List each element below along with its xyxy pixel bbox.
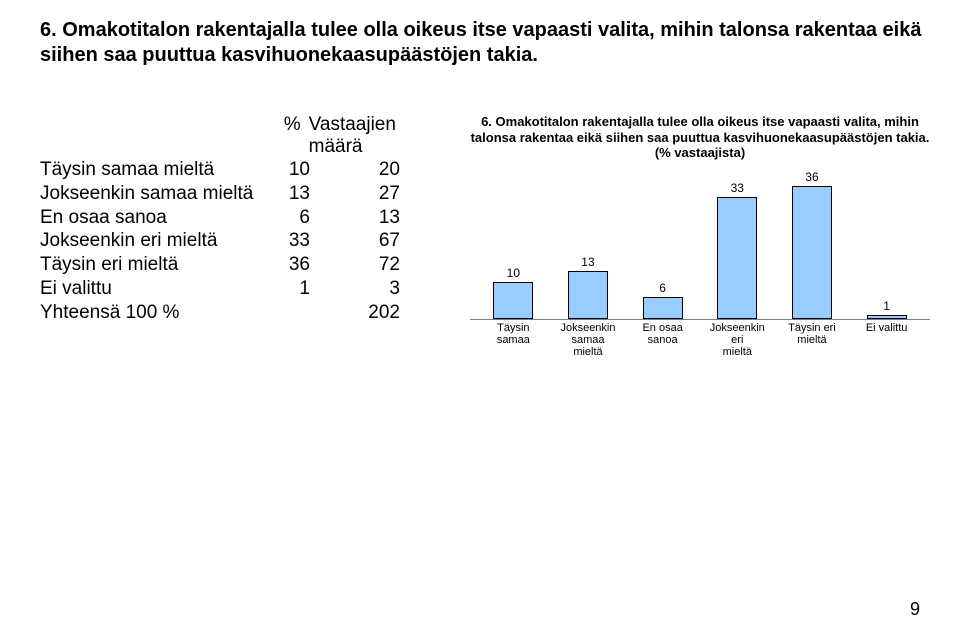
xlabel-4: Täysin eri mieltä (779, 322, 844, 358)
xlabel-4-line1: Täysin eri (788, 322, 836, 334)
xlabel-2: En osaa sanoa (630, 322, 695, 358)
row-percent: 1 (260, 277, 310, 301)
bar-4-rect (792, 186, 832, 319)
bar-0-rect (493, 282, 533, 319)
bar-5: 1 (854, 299, 919, 319)
bar-2: 6 (630, 281, 695, 319)
row-percent (260, 301, 310, 325)
row-count: 27 (310, 182, 400, 206)
xlabel-1-line1: Jokseenkin (560, 322, 615, 334)
table-row: En osaa sanoa 6 13 (40, 206, 450, 230)
xlabel-1-line2: samaa mieltä (571, 334, 604, 358)
bar-2-value: 6 (659, 281, 666, 295)
table-row: Jokseenkin eri mieltä 33 67 (40, 229, 450, 253)
xlabel-3-line1: Jokseenkin eri (710, 322, 765, 346)
row-count: 202 (310, 301, 400, 325)
row-label: Täysin samaa mieltä (40, 158, 260, 182)
table-header-percent: % (252, 114, 300, 158)
bar-3-value: 33 (731, 181, 744, 195)
chart-plot-area: 10 13 6 33 36 (470, 171, 930, 320)
row-count: 13 (310, 206, 400, 230)
xlabel-5: Ei valittu (854, 322, 919, 358)
row-label: Ei valittu (40, 277, 260, 301)
page-number: 9 (910, 599, 920, 620)
row-label: Jokseenkin eri mieltä (40, 229, 260, 253)
bar-4-value: 36 (805, 170, 818, 184)
row-count: 72 (310, 253, 400, 277)
xlabel-2-line1: En osaa sanoa (642, 322, 682, 346)
row-percent: 33 (260, 229, 310, 253)
content-row: % Vastaajien määrä Täysin samaa mieltä 1… (40, 114, 930, 358)
table-row: Täysin eri mieltä 36 72 (40, 253, 450, 277)
chart-x-labels: Täysin samaa Jokseenkin samaa mieltä En … (470, 320, 930, 358)
results-table: % Vastaajien määrä Täysin samaa mieltä 1… (40, 114, 450, 324)
xlabel-0-line1: Täysin samaa (497, 322, 530, 346)
xlabel-1: Jokseenkin samaa mieltä (555, 322, 620, 358)
chart-title: 6. Omakotitalon rakentajalla tulee olla … (470, 114, 930, 161)
row-label: En osaa sanoa (40, 206, 260, 230)
xlabel-3: Jokseenkin eri mieltä (705, 322, 770, 358)
row-label: Täysin eri mieltä (40, 253, 260, 277)
bar-1: 13 (555, 255, 620, 319)
bar-0-value: 10 (507, 266, 520, 280)
bar-1-value: 13 (581, 255, 594, 269)
table-row-total: Yhteensä 100 % 202 (40, 301, 450, 325)
page: 6. Omakotitalon rakentajalla tulee olla … (0, 0, 960, 632)
table-row: Jokseenkin samaa mieltä 13 27 (40, 182, 450, 206)
table-header: % Vastaajien määrä (40, 114, 450, 158)
bar-chart: 6. Omakotitalon rakentajalla tulee olla … (470, 114, 930, 358)
bar-1-rect (568, 271, 608, 319)
bar-3-rect (717, 197, 757, 319)
row-label: Jokseenkin samaa mieltä (40, 182, 260, 206)
table-header-blank (40, 114, 252, 158)
row-label: Yhteensä 100 % (40, 301, 260, 325)
xlabel-4-line2: mieltä (797, 334, 826, 346)
xlabel-0: Täysin samaa (481, 322, 546, 358)
xlabel-3-line2: mieltä (723, 346, 752, 358)
xlabel-5-line1: Ei valittu (866, 322, 908, 334)
bar-5-rect (867, 315, 907, 319)
row-count: 20 (310, 158, 400, 182)
bar-5-value: 1 (883, 299, 890, 313)
table-header-count: Vastaajien määrä (301, 114, 450, 158)
bar-3: 33 (705, 181, 770, 319)
row-percent: 36 (260, 253, 310, 277)
bar-0: 10 (481, 266, 546, 319)
row-count: 67 (310, 229, 400, 253)
question-heading: 6. Omakotitalon rakentajalla tulee olla … (40, 18, 930, 68)
row-percent: 6 (260, 206, 310, 230)
table-row: Täysin samaa mieltä 10 20 (40, 158, 450, 182)
bar-4: 36 (779, 170, 844, 319)
table-row: Ei valittu 1 3 (40, 277, 450, 301)
bar-2-rect (643, 297, 683, 319)
row-percent: 13 (260, 182, 310, 206)
row-percent: 10 (260, 158, 310, 182)
row-count: 3 (310, 277, 400, 301)
